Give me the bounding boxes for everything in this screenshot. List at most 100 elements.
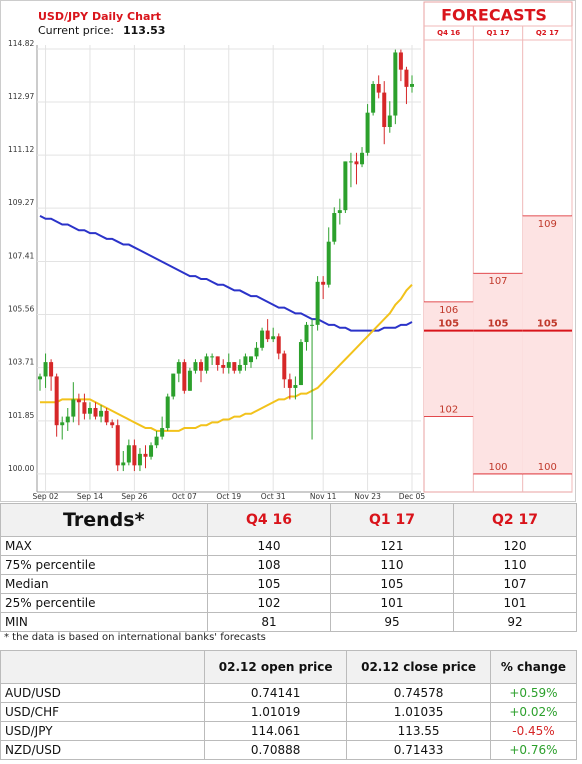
x-tick-label: Sep 26 (121, 492, 147, 501)
candle-body (99, 410, 104, 417)
cell: AUD/USD (0, 683, 205, 703)
trends-table: Trends* Q4 16 Q1 17 Q2 17 MAX 140 121 120 75% pe… (0, 503, 577, 632)
candle-body (149, 445, 154, 457)
cell: -0.45% (489, 721, 578, 741)
candle-body (126, 445, 131, 463)
candle-body (260, 330, 265, 348)
candle-body (43, 362, 48, 377)
candle-body (54, 376, 59, 426)
candle-body (315, 281, 320, 325)
cell: 140 (207, 536, 331, 556)
candle-body (248, 356, 253, 363)
cell: 0.74141 (203, 683, 348, 703)
row: MIN 81 95 92 (0, 612, 577, 632)
moving-average (40, 284, 413, 432)
candle-body (360, 152, 365, 165)
candle-body (254, 347, 259, 357)
subtitle: Current price: (38, 24, 114, 37)
y-tick-label: 109.27 (8, 198, 34, 207)
cell: 25% percentile (0, 593, 208, 613)
cell: 0.71433 (346, 740, 491, 760)
cell: 113.55 (346, 721, 491, 741)
chart: USD/JPY Daily Chart Current price: 113.5… (0, 0, 576, 502)
candle-body (226, 362, 231, 368)
candle-body (221, 364, 226, 368)
high-label: 109 (538, 219, 557, 230)
cell: 108 (207, 555, 331, 575)
row: 25% percentile 102 101 101 (0, 593, 577, 613)
moving-average (39, 214, 413, 332)
x-tick-label: Sep 14 (77, 492, 103, 501)
candle-body (204, 356, 209, 371)
y-tick-label: 112.97 (8, 92, 34, 101)
column-label: Q2 17 (536, 29, 559, 37)
y-tick-label: 105.56 (8, 305, 34, 314)
candle-body (215, 356, 220, 365)
candle-body (154, 436, 159, 446)
cell: 101 (330, 593, 454, 613)
chart-title: USD/JPY Daily Chart (38, 10, 161, 23)
cell: 1.01019 (203, 702, 348, 722)
row: USD/JPY 114.061 113.55 -0.45% (0, 721, 578, 741)
median-label: 105 (438, 319, 459, 330)
cell: Trends* (0, 503, 208, 537)
cell: 110 (453, 555, 577, 575)
cell (0, 650, 205, 684)
cell: 121 (330, 536, 454, 556)
y-tick-label: 111.12 (8, 145, 34, 154)
candle-body (115, 425, 120, 466)
cell: MAX (0, 536, 208, 556)
candle-body (176, 362, 181, 374)
cell: 114.061 (203, 721, 348, 741)
candle-body (137, 453, 142, 466)
candle-body (143, 453, 148, 457)
candle-body (160, 428, 165, 437)
x-tick-label: Nov 11 (310, 492, 337, 501)
candle-body (237, 364, 242, 371)
candle-body (410, 83, 414, 87)
y-tick-label: 100.00 (8, 464, 34, 473)
cell: MIN (0, 612, 208, 632)
forecast-range (473, 273, 523, 474)
cell: +0.59% (489, 683, 578, 703)
cell: 95 (330, 612, 454, 632)
candle-body (398, 52, 403, 70)
cell: 120 (453, 536, 577, 556)
candle-body (337, 210, 342, 214)
cell: 0.74578 (346, 683, 491, 703)
cell: 105 (330, 574, 454, 594)
cell: NZD/USD (0, 740, 205, 760)
low-label: 100 (538, 462, 557, 473)
cell: 02.12 open price (203, 650, 348, 684)
x-tick-label: Oct 19 (216, 492, 241, 501)
cell: +0.02% (489, 702, 578, 722)
candle-body (110, 422, 115, 426)
cell: 110 (330, 555, 454, 575)
candle-body (187, 370, 192, 391)
candle-body (376, 83, 381, 93)
current-price: 113.53 (123, 24, 165, 37)
x-tick-label: Sep 02 (33, 492, 59, 501)
cell: Q2 17 (453, 503, 577, 537)
candle-body (104, 410, 109, 423)
candle-body (393, 52, 398, 116)
note: * the data is based on international ban… (4, 632, 266, 643)
cell: Q1 17 (330, 503, 454, 537)
cell: 0.70888 (203, 740, 348, 760)
low-label: 100 (488, 462, 507, 473)
candle-body (171, 373, 176, 397)
row: 75% percentile 108 110 110 (0, 555, 577, 575)
cell: Q4 16 (207, 503, 331, 537)
row: Median 105 105 107 (0, 574, 577, 594)
candle-body (298, 342, 303, 386)
median-label: 105 (537, 319, 558, 330)
x-tick-label: Oct 31 (261, 492, 286, 501)
cell: 105 (207, 574, 331, 594)
cell: USD/JPY (0, 721, 205, 741)
x-tick-label: Dec 05 (399, 492, 426, 501)
candle-body (87, 407, 92, 414)
candle-body (404, 69, 409, 87)
candle-body (287, 379, 292, 388)
row: 02.12 open price 02.12 close price% chang… (0, 650, 578, 684)
cell: Median (0, 574, 208, 594)
